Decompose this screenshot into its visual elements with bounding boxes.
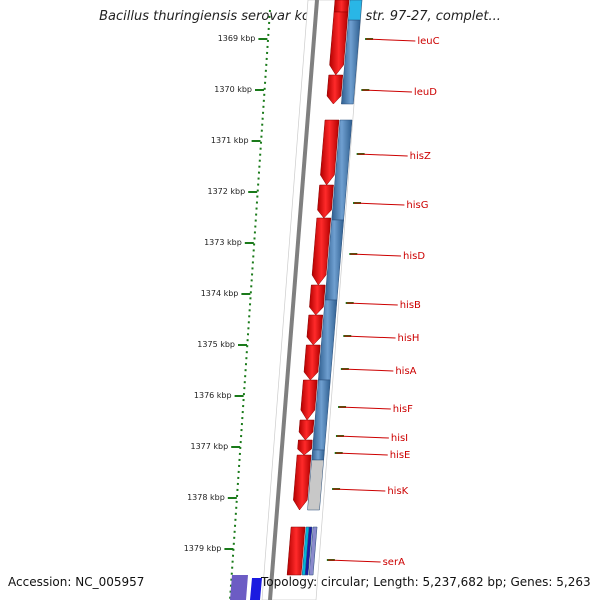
map-title: Bacillus thuringiensis serovar konkukian… [99, 9, 501, 24]
gene-leader-line [362, 89, 412, 93]
gene-label[interactable]: hisK [387, 486, 408, 497]
forward-gene-arrow[interactable] [320, 119, 340, 186]
forward-gene-arrow[interactable] [326, 74, 344, 105]
ruler-line [229, 9, 271, 600]
gene-leader-line [335, 452, 388, 456]
ruler-tick-label: 1373 kbp [204, 238, 242, 247]
ruler-tick-label: 1377 kbp [190, 442, 228, 451]
gene-block[interactable] [304, 526, 313, 576]
gene-leader-line [333, 488, 386, 492]
reverse-gene-block[interactable] [307, 459, 324, 511]
forward-gene-arrow[interactable] [317, 184, 334, 219]
gene-label[interactable]: hisF [393, 404, 413, 415]
forward-gene-arrow[interactable] [303, 344, 321, 381]
gene-label[interactable]: hisE [390, 450, 411, 461]
forward-gene-arrow[interactable] [333, 0, 350, 13]
gene-leader-line [350, 253, 402, 257]
reverse-gene-block[interactable] [348, 0, 363, 21]
ruler-tick-label: 1374 kbp [201, 289, 239, 298]
gene-label[interactable]: leuD [414, 87, 437, 98]
reverse-gene-block[interactable] [311, 449, 325, 461]
gene-leader-line [366, 38, 416, 42]
ruler-tick-label: 1369 kbp [218, 34, 256, 43]
gene-label[interactable]: hisB [400, 300, 421, 311]
gene-label[interactable]: hisH [398, 333, 420, 344]
ruler-tick-label: 1378 kbp [187, 493, 225, 502]
forward-gene-arrow[interactable] [293, 454, 312, 511]
forward-gene-arrow[interactable] [309, 284, 326, 316]
ruler-tick-label: 1376 kbp [194, 391, 232, 400]
gene-label[interactable]: hisA [395, 366, 416, 377]
gene-block[interactable] [230, 575, 248, 600]
gene-label[interactable]: hisD [403, 251, 425, 262]
gene-leader-line [339, 406, 391, 410]
ruler-tick-label: 1372 kbp [207, 187, 245, 196]
gene-block[interactable] [250, 578, 262, 600]
gene-block[interactable] [308, 526, 318, 576]
gene-leader-line [346, 302, 398, 306]
gene-leader-line [336, 435, 389, 439]
gene-label[interactable]: serA [383, 557, 405, 568]
forward-gene-arrow[interactable] [297, 439, 313, 456]
forward-gene-arrow[interactable] [300, 379, 318, 421]
gene-label[interactable]: leuC [417, 36, 439, 47]
accession-label: Accession: NC_005957 [8, 575, 148, 589]
gene-label[interactable]: hisZ [410, 151, 431, 162]
forward-gene-arrow[interactable] [306, 314, 324, 346]
gene-leader-line [344, 335, 396, 339]
ruler-tick-label: 1371 kbp [211, 136, 249, 145]
forward-gene-arrow[interactable] [298, 419, 315, 441]
ruler-tick-label: 1375 kbp [197, 340, 235, 349]
forward-gene-arrow[interactable] [286, 526, 306, 576]
genome-info-label: Topology: circular; Length: 5,237,682 bp… [261, 575, 591, 589]
gene-leader-line [327, 559, 381, 563]
gene-label[interactable]: hisI [391, 433, 408, 444]
genome-backbone [268, 0, 319, 600]
ruler-tick-label: 1379 kbp [184, 544, 222, 553]
gene-label[interactable]: hisG [406, 200, 428, 211]
ruler-tick-label: 1370 kbp [214, 85, 252, 94]
forward-gene-arrow[interactable] [311, 217, 332, 286]
gene-leader-line [341, 368, 394, 372]
gene-leader-line [357, 153, 408, 157]
forward-gene-arrow[interactable] [329, 11, 349, 76]
gene-leader-line [354, 202, 405, 206]
